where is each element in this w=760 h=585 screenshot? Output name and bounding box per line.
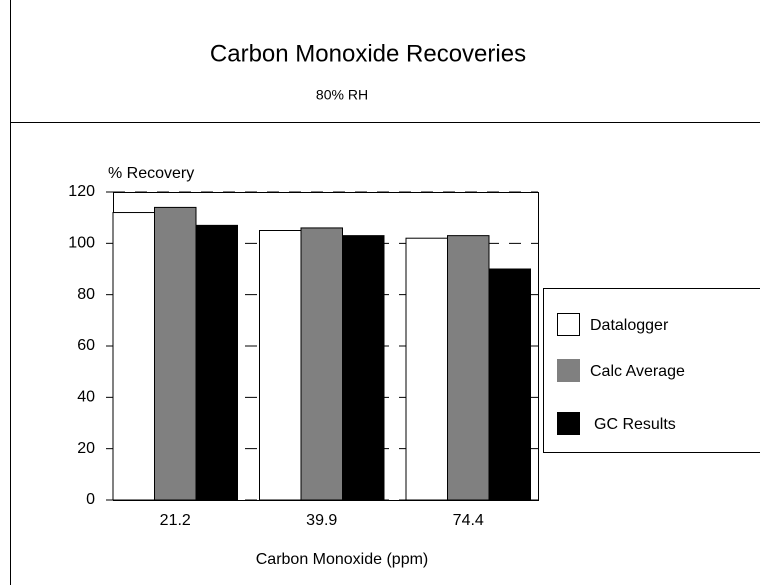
bar (259, 230, 302, 501)
x-tick-label: 74.4 (453, 512, 484, 529)
x-axis-label: Carbon Monoxide (ppm) (256, 551, 429, 568)
y-axis-label: % Recovery (108, 165, 194, 182)
chart-subtitle: 80% RH (316, 87, 368, 103)
y-tick-label: 20 (77, 440, 95, 457)
chart-title: Carbon Monoxide Recoveries (210, 40, 526, 67)
bar (405, 237, 448, 501)
y-tick-label: 80 (77, 286, 95, 303)
bar (342, 235, 385, 501)
y-tick-label: 100 (68, 235, 95, 252)
bar (154, 206, 197, 501)
y-tick-label: 40 (77, 389, 95, 406)
y-tick-label: 60 (77, 337, 95, 354)
legend-label: Datalogger (590, 317, 669, 334)
bar (112, 212, 155, 501)
bar (447, 235, 490, 501)
legend-label: Calc Average (590, 363, 685, 380)
bar (488, 268, 531, 501)
x-tick-label: 21.2 (160, 512, 191, 529)
legend-label: GC Results (594, 416, 676, 433)
legend-swatch (557, 412, 580, 435)
y-tick-label: 120 (68, 183, 95, 200)
y-tick-label: 0 (86, 491, 95, 508)
legend-swatch (557, 313, 580, 336)
bar (195, 224, 238, 501)
bar (300, 227, 343, 501)
legend-swatch (557, 359, 580, 382)
x-tick-label: 39.9 (306, 512, 337, 529)
